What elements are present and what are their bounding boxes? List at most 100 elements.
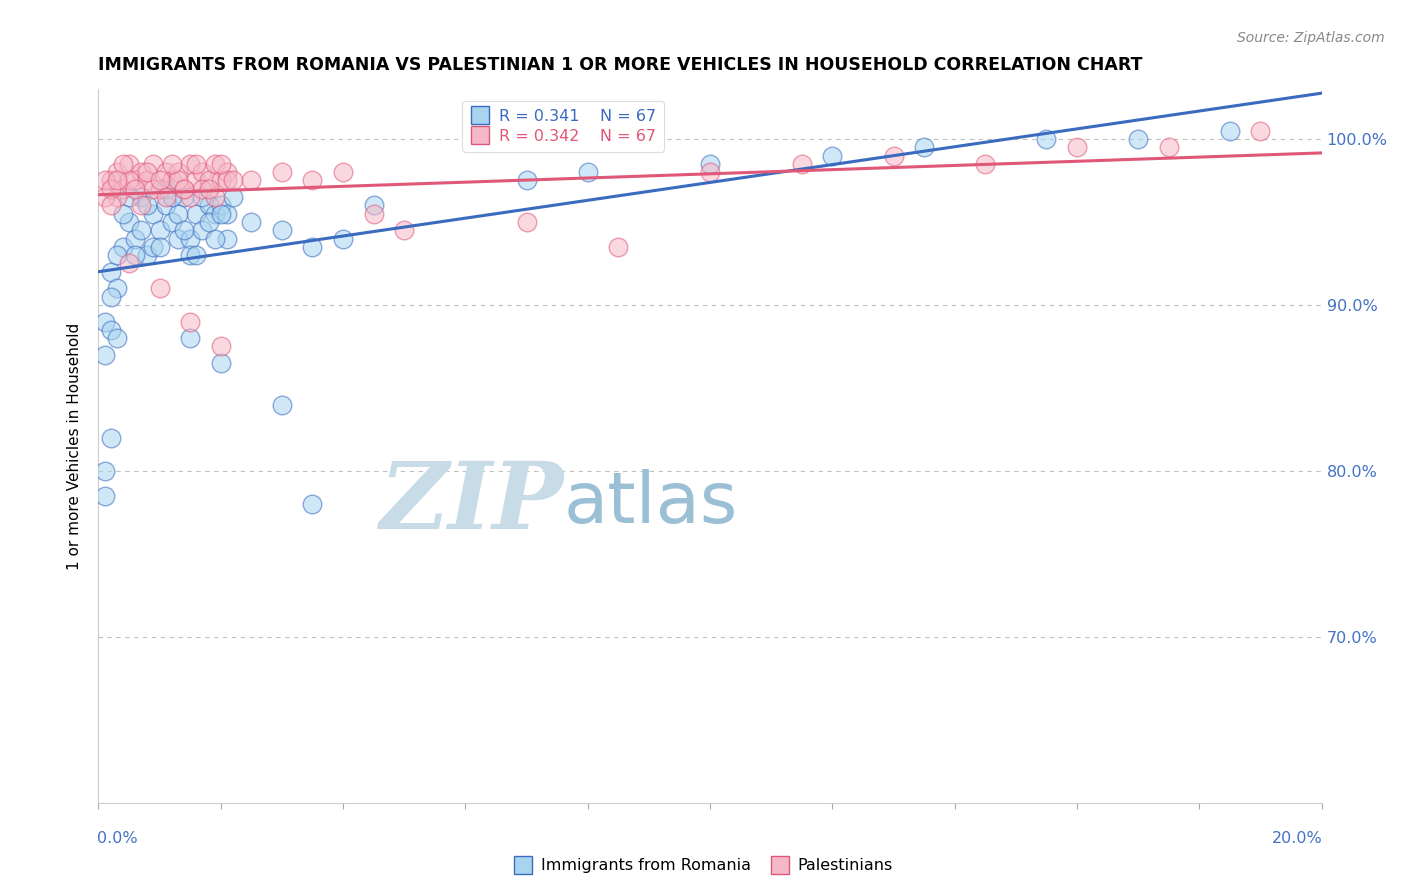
Point	[209, 173, 232, 187]
Point	[883, 148, 905, 162]
Point	[129, 190, 152, 204]
Point	[222, 173, 245, 187]
Point	[1035, 132, 1057, 146]
Point	[821, 148, 844, 162]
Point	[197, 215, 219, 229]
Point	[142, 182, 165, 196]
Point	[790, 157, 813, 171]
Point	[105, 248, 128, 262]
Point	[209, 207, 232, 221]
Point	[197, 173, 219, 187]
Point	[270, 165, 294, 179]
Point	[155, 190, 177, 204]
Point	[204, 157, 226, 171]
Point	[332, 165, 354, 179]
Point	[105, 281, 128, 295]
Point	[100, 182, 122, 196]
Point	[105, 190, 128, 204]
Point	[204, 207, 226, 221]
Point	[129, 223, 152, 237]
Point	[607, 240, 630, 254]
Point	[240, 173, 263, 187]
Point	[179, 248, 201, 262]
Point	[118, 173, 141, 187]
Point	[215, 173, 238, 187]
Point	[160, 173, 183, 187]
Point	[111, 182, 134, 196]
Point	[197, 198, 219, 212]
Point	[167, 231, 190, 245]
Point	[209, 157, 232, 171]
Point	[179, 190, 201, 204]
Point	[136, 173, 159, 187]
Point	[576, 165, 599, 179]
Point	[191, 182, 214, 196]
Point	[516, 215, 538, 229]
Point	[173, 182, 195, 196]
Point	[149, 182, 172, 196]
Point	[301, 497, 323, 511]
Point	[129, 165, 152, 179]
Point	[1219, 124, 1241, 138]
Point	[167, 165, 190, 179]
Point	[118, 215, 141, 229]
Point	[136, 248, 159, 262]
Point	[1128, 132, 1150, 146]
Text: 20.0%: 20.0%	[1272, 831, 1323, 847]
Point	[186, 207, 208, 221]
Point	[93, 489, 115, 503]
Point	[124, 248, 146, 262]
Point	[111, 157, 134, 171]
Point	[142, 157, 165, 171]
Point	[197, 182, 219, 196]
Legend: R = 0.341    N = 67, R = 0.342    N = 67: R = 0.341 N = 67, R = 0.342 N = 67	[463, 101, 664, 152]
Point	[301, 173, 323, 187]
Point	[179, 157, 201, 171]
Point	[186, 173, 208, 187]
Point	[155, 198, 177, 212]
Point	[93, 173, 115, 187]
Point	[100, 290, 122, 304]
Point	[332, 231, 354, 245]
Point	[392, 223, 416, 237]
Point	[136, 198, 159, 212]
Point	[155, 165, 177, 179]
Point	[186, 248, 208, 262]
Point	[167, 173, 190, 187]
Point	[118, 256, 141, 270]
Point	[124, 182, 146, 196]
Point	[118, 157, 141, 171]
Point	[105, 331, 128, 345]
Y-axis label: 1 or more Vehicles in Household: 1 or more Vehicles in Household	[67, 322, 83, 570]
Point	[149, 240, 172, 254]
Point	[191, 190, 214, 204]
Point	[204, 231, 226, 245]
Point	[160, 215, 183, 229]
Point	[912, 140, 935, 154]
Point	[516, 173, 538, 187]
Point	[215, 231, 238, 245]
Point	[204, 190, 226, 204]
Point	[215, 165, 238, 179]
Point	[105, 173, 128, 187]
Point	[124, 231, 146, 245]
Text: atlas: atlas	[564, 468, 738, 538]
Point	[240, 215, 263, 229]
Point	[111, 207, 134, 221]
Point	[111, 240, 134, 254]
Point	[270, 397, 294, 411]
Point	[173, 182, 195, 196]
Point	[160, 190, 183, 204]
Point	[124, 173, 146, 187]
Text: Source: ZipAtlas.com: Source: ZipAtlas.com	[1237, 31, 1385, 45]
Point	[142, 240, 165, 254]
Point	[209, 356, 232, 370]
Point	[699, 165, 721, 179]
Point	[93, 190, 115, 204]
Point	[363, 198, 385, 212]
Text: IMMIGRANTS FROM ROMANIA VS PALESTINIAN 1 OR MORE VEHICLES IN HOUSEHOLD CORRELATI: IMMIGRANTS FROM ROMANIA VS PALESTINIAN 1…	[98, 56, 1143, 74]
Point	[1066, 140, 1088, 154]
Point	[301, 240, 323, 254]
Legend: Immigrants from Romania, Palestinians: Immigrants from Romania, Palestinians	[508, 852, 898, 880]
Point	[209, 339, 232, 353]
